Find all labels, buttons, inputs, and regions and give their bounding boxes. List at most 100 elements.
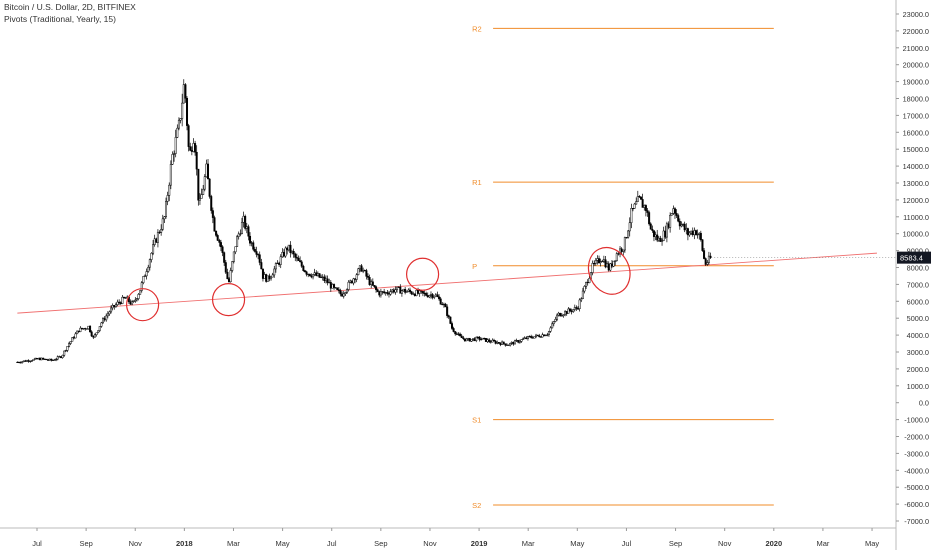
candle-body — [636, 196, 639, 202]
candle-body — [426, 295, 429, 298]
y-tick-label: 10000.0 — [903, 230, 929, 239]
candle-body — [261, 268, 264, 279]
candle-body — [198, 198, 201, 201]
candle-body — [34, 357, 37, 360]
candle-body — [677, 215, 680, 222]
candle-body — [29, 360, 32, 362]
last-price-badge — [897, 251, 931, 264]
candle-body — [232, 251, 235, 262]
candle-body — [50, 358, 53, 361]
candle-body — [173, 153, 176, 155]
candle-body — [525, 337, 528, 339]
candle-body — [667, 223, 670, 228]
y-tick-label: 19000.0 — [903, 78, 929, 87]
candle-body — [604, 259, 607, 268]
candle-body — [137, 294, 140, 299]
trendline — [17, 252, 877, 314]
candle-body — [383, 291, 386, 294]
candle-body — [171, 154, 174, 165]
y-tick-label: 8000.0 — [907, 264, 929, 273]
candle-body — [169, 164, 172, 186]
candle-body — [287, 244, 290, 251]
candle-body — [703, 250, 706, 259]
candle-body — [627, 230, 630, 238]
candle-body — [392, 289, 395, 293]
candle-body — [122, 296, 125, 299]
candle-body — [612, 260, 615, 267]
candle-body — [615, 253, 618, 261]
candle-body — [407, 289, 410, 292]
candle-body — [68, 343, 71, 347]
candle-body — [559, 312, 562, 317]
candle-body — [129, 301, 132, 305]
candle-body — [473, 338, 476, 341]
candle-body — [72, 337, 75, 339]
candle-body — [601, 260, 604, 263]
x-tick-label: Sep — [374, 539, 387, 548]
candle-body — [462, 337, 465, 339]
candle-body — [384, 292, 387, 294]
pivot-label-p: P — [472, 262, 477, 271]
candle-body — [449, 316, 452, 324]
candle-body — [488, 339, 491, 342]
candle-body — [628, 222, 631, 232]
candle-body — [234, 246, 237, 253]
candle-body — [664, 230, 667, 238]
candle-body — [468, 338, 471, 342]
candle-body — [324, 278, 327, 282]
candle-body — [27, 360, 30, 362]
candle-body — [320, 276, 323, 278]
candle-body — [87, 325, 90, 330]
candle-body — [237, 233, 240, 237]
candle-body — [694, 230, 697, 236]
candle-body — [491, 339, 494, 343]
candle-body — [552, 321, 555, 325]
candle-body — [300, 261, 303, 267]
pivot-label-s2: S2 — [472, 501, 481, 510]
x-tick-label: Mar — [227, 539, 240, 548]
candle-body — [124, 297, 127, 299]
candle-body — [643, 205, 646, 208]
candle-body — [507, 344, 510, 346]
candle-body — [593, 263, 596, 265]
candle-body — [371, 281, 374, 286]
candle-body — [101, 318, 104, 324]
x-tick-label: 2018 — [176, 539, 193, 548]
candle-body — [602, 259, 605, 262]
candle-body — [436, 294, 439, 298]
candle-body — [38, 358, 41, 361]
candle-body — [63, 350, 66, 356]
candle-body — [652, 230, 655, 237]
candle-body — [672, 208, 675, 214]
candle-body — [439, 298, 442, 305]
candle-body — [580, 298, 583, 301]
candle-body — [89, 325, 92, 333]
candle-body — [502, 341, 505, 344]
candle-body — [147, 266, 150, 272]
x-tick-label: Jul — [32, 539, 42, 548]
candle-body — [617, 253, 620, 255]
candle-body — [282, 252, 285, 257]
candle-body — [216, 235, 219, 241]
candle-body — [253, 249, 256, 252]
candle-body — [190, 150, 193, 152]
candle-body — [21, 361, 24, 363]
candle-body — [210, 196, 213, 211]
y-tick-label: 12000.0 — [903, 196, 929, 205]
candle-body — [472, 338, 475, 340]
candle-body — [489, 341, 492, 343]
x-tick-label: Jul — [622, 539, 632, 548]
candle-body — [299, 260, 302, 263]
candle-body — [551, 323, 554, 329]
candle-body — [257, 254, 260, 256]
candle-body — [572, 309, 575, 312]
candle-body — [221, 246, 224, 253]
candle-body — [153, 238, 156, 245]
indicator-label: Pivots (Traditional, Yearly, 15) — [4, 14, 116, 24]
candle-body — [654, 234, 657, 237]
candle-body — [85, 328, 88, 330]
candle-body — [334, 287, 337, 289]
candle-body — [79, 327, 82, 332]
candle-body — [289, 244, 292, 254]
